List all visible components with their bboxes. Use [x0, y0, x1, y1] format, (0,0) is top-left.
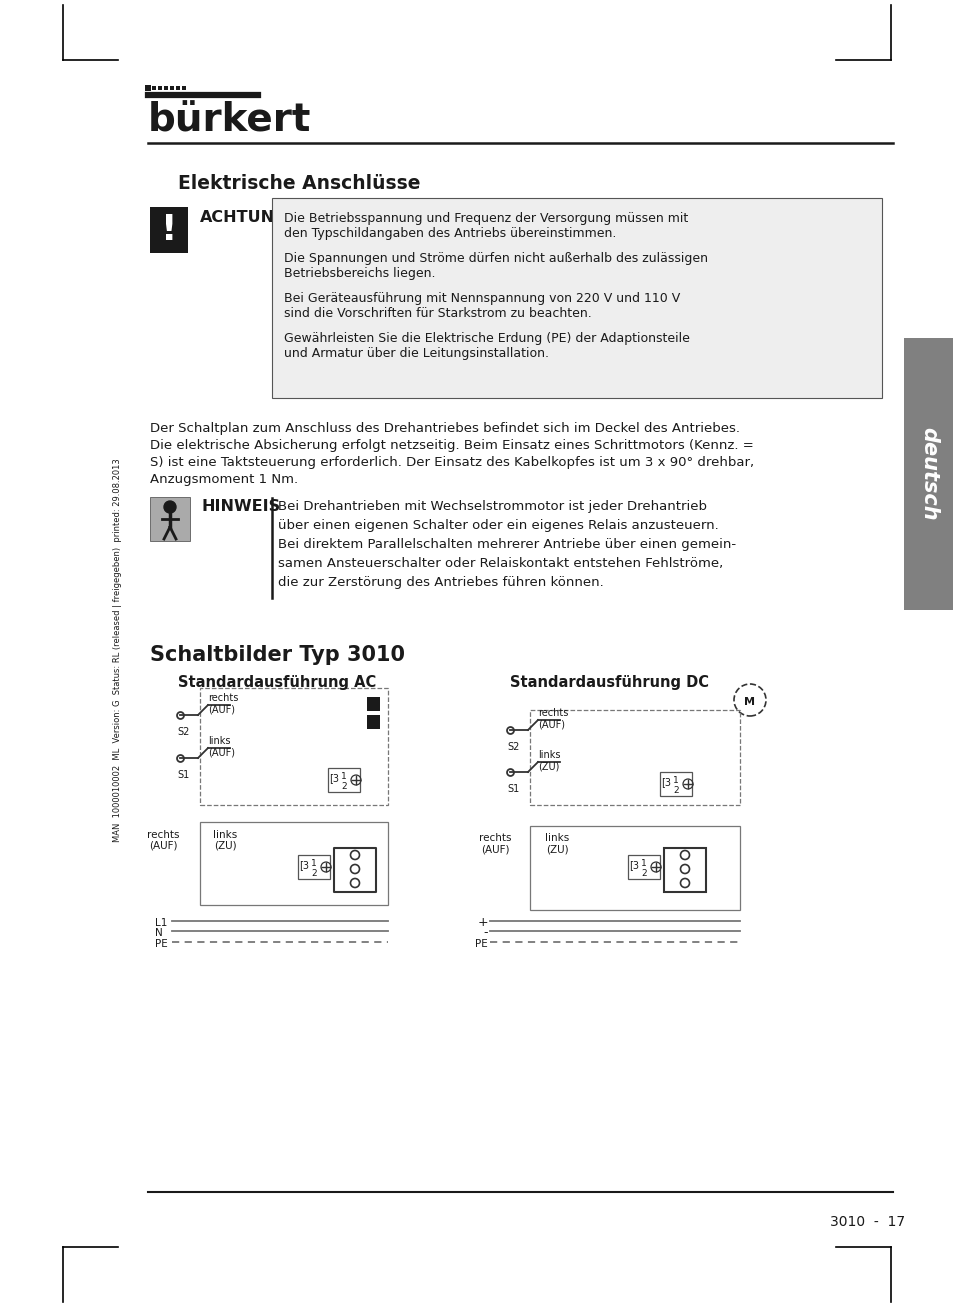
- Text: 2: 2: [640, 869, 646, 878]
- Text: Bei Drehantrieben mit Wechselstrommotor ist jeder Drehantrieb: Bei Drehantrieben mit Wechselstrommotor …: [277, 501, 706, 514]
- Bar: [659, 772, 691, 796]
- Text: Gewährleisten Sie die Elektrische Erdung (PE) der Adaptionsteile: Gewährleisten Sie die Elektrische Erdung…: [284, 332, 689, 345]
- Text: Schaltbilder Typ 3010: Schaltbilder Typ 3010: [150, 644, 405, 665]
- Bar: [150, 497, 190, 541]
- Text: HINWEIS: HINWEIS: [202, 499, 281, 514]
- Text: [3: [3: [329, 772, 338, 783]
- Text: PE: PE: [154, 938, 168, 949]
- Circle shape: [164, 501, 175, 514]
- Text: (ZU): (ZU): [213, 840, 236, 851]
- Bar: [903, 339, 953, 610]
- Bar: [367, 715, 379, 729]
- Text: S1: S1: [177, 770, 189, 780]
- Text: samen Ansteuerschalter oder Relaiskontakt entstehen Fehlströme,: samen Ansteuerschalter oder Relaiskontak…: [277, 557, 722, 570]
- Bar: [200, 687, 388, 805]
- Bar: [334, 848, 375, 891]
- Text: links: links: [208, 736, 231, 746]
- Text: Standardausführung AC: Standardausführung AC: [178, 674, 375, 690]
- Text: 1: 1: [672, 776, 678, 786]
- Bar: [328, 769, 359, 792]
- Text: [3: [3: [660, 776, 670, 787]
- Text: 1: 1: [311, 859, 316, 868]
- Text: S2: S2: [506, 742, 518, 752]
- Text: Bei Geräteausführung mit Nennspannung von 220 V und 110 V: Bei Geräteausführung mit Nennspannung vo…: [284, 291, 679, 305]
- Text: S2: S2: [177, 727, 190, 737]
- Bar: [530, 710, 740, 805]
- Text: Der Schaltplan zum Anschluss des Drehantriebes befindet sich im Deckel des Antri: Der Schaltplan zum Anschluss des Drehant…: [150, 422, 740, 435]
- Text: L1: L1: [154, 918, 167, 928]
- Text: Standardausführung DC: Standardausführung DC: [510, 674, 708, 690]
- Text: links: links: [544, 833, 569, 843]
- Text: [3: [3: [628, 860, 639, 870]
- Text: Bei direktem Parallelschalten mehrerer Antriebe über einen gemein-: Bei direktem Parallelschalten mehrerer A…: [277, 538, 736, 552]
- Text: ACHTUNG!: ACHTUNG!: [200, 210, 295, 225]
- Bar: [272, 197, 882, 399]
- Text: Betriebsbereichs liegen.: Betriebsbereichs liegen.: [284, 268, 435, 281]
- Text: links: links: [213, 830, 237, 840]
- Text: bürkert: bürkert: [148, 101, 311, 139]
- Bar: [627, 855, 659, 880]
- Text: (AUF): (AUF): [149, 840, 177, 851]
- Text: die zur Zerstörung des Antriebes führen können.: die zur Zerstörung des Antriebes führen …: [277, 576, 603, 589]
- Text: (ZU): (ZU): [537, 762, 558, 772]
- Text: 3010  -  17: 3010 - 17: [829, 1216, 904, 1229]
- Text: 1: 1: [640, 859, 646, 868]
- Text: deutsch: deutsch: [918, 427, 938, 520]
- Text: rechts: rechts: [147, 830, 179, 840]
- Text: [3: [3: [298, 860, 309, 870]
- Text: (ZU): (ZU): [545, 844, 568, 853]
- Text: (AUF): (AUF): [480, 844, 509, 853]
- Bar: [297, 855, 330, 880]
- Bar: [150, 207, 188, 254]
- Text: Die Betriebsspannung und Frequenz der Versorgung müssen mit: Die Betriebsspannung und Frequenz der Ve…: [284, 212, 687, 225]
- Text: links: links: [537, 750, 560, 759]
- Text: sind die Vorschriften für Starkstrom zu beachten.: sind die Vorschriften für Starkstrom zu …: [284, 307, 591, 320]
- Text: 2: 2: [672, 786, 678, 795]
- Text: rechts: rechts: [208, 693, 238, 703]
- Text: MAN  1000010002  ML  Version: G  Status: RL (released | freigegeben)  printed: 2: MAN 1000010002 ML Version: G Status: RL …: [113, 459, 122, 842]
- Bar: [200, 822, 388, 904]
- Text: 2: 2: [340, 782, 346, 791]
- Text: den Typschildangaben des Antriebs übereinstimmen.: den Typschildangaben des Antriebs überei…: [284, 227, 616, 240]
- Bar: [367, 697, 379, 711]
- Bar: [530, 826, 740, 910]
- Text: S) ist eine Taktsteuerung erforderlich. Der Einsatz des Kabelkopfes ist um 3 x 9: S) ist eine Taktsteuerung erforderlich. …: [150, 456, 753, 469]
- Text: Elektrische Anschlüsse: Elektrische Anschlüsse: [178, 174, 420, 193]
- Text: (AUF): (AUF): [208, 704, 234, 715]
- Text: rechts: rechts: [478, 833, 511, 843]
- Text: (AUF): (AUF): [208, 748, 234, 758]
- Text: N: N: [154, 928, 163, 938]
- Text: Anzugsmoment 1 Nm.: Anzugsmoment 1 Nm.: [150, 473, 297, 486]
- Text: !: !: [161, 213, 177, 247]
- Text: -: -: [483, 927, 488, 940]
- Bar: [663, 848, 705, 891]
- Text: S1: S1: [506, 784, 518, 793]
- Text: 1: 1: [340, 772, 346, 782]
- Text: Die elektrische Absicherung erfolgt netzseitig. Beim Einsatz eines Schrittmotors: Die elektrische Absicherung erfolgt netz…: [150, 439, 753, 452]
- Text: rechts: rechts: [537, 708, 568, 718]
- Text: 2: 2: [311, 869, 316, 878]
- Text: PE: PE: [475, 938, 488, 949]
- Text: Die Spannungen und Ströme dürfen nicht außerhalb des zulässigen: Die Spannungen und Ströme dürfen nicht a…: [284, 252, 707, 265]
- Text: (AUF): (AUF): [537, 720, 564, 731]
- Text: über einen eigenen Schalter oder ein eigenes Relais anzusteuern.: über einen eigenen Schalter oder ein eig…: [277, 519, 718, 532]
- Text: und Armatur über die Leitungsinstallation.: und Armatur über die Leitungsinstallatio…: [284, 348, 548, 361]
- Text: +: +: [476, 916, 488, 929]
- Text: M: M: [743, 697, 755, 707]
